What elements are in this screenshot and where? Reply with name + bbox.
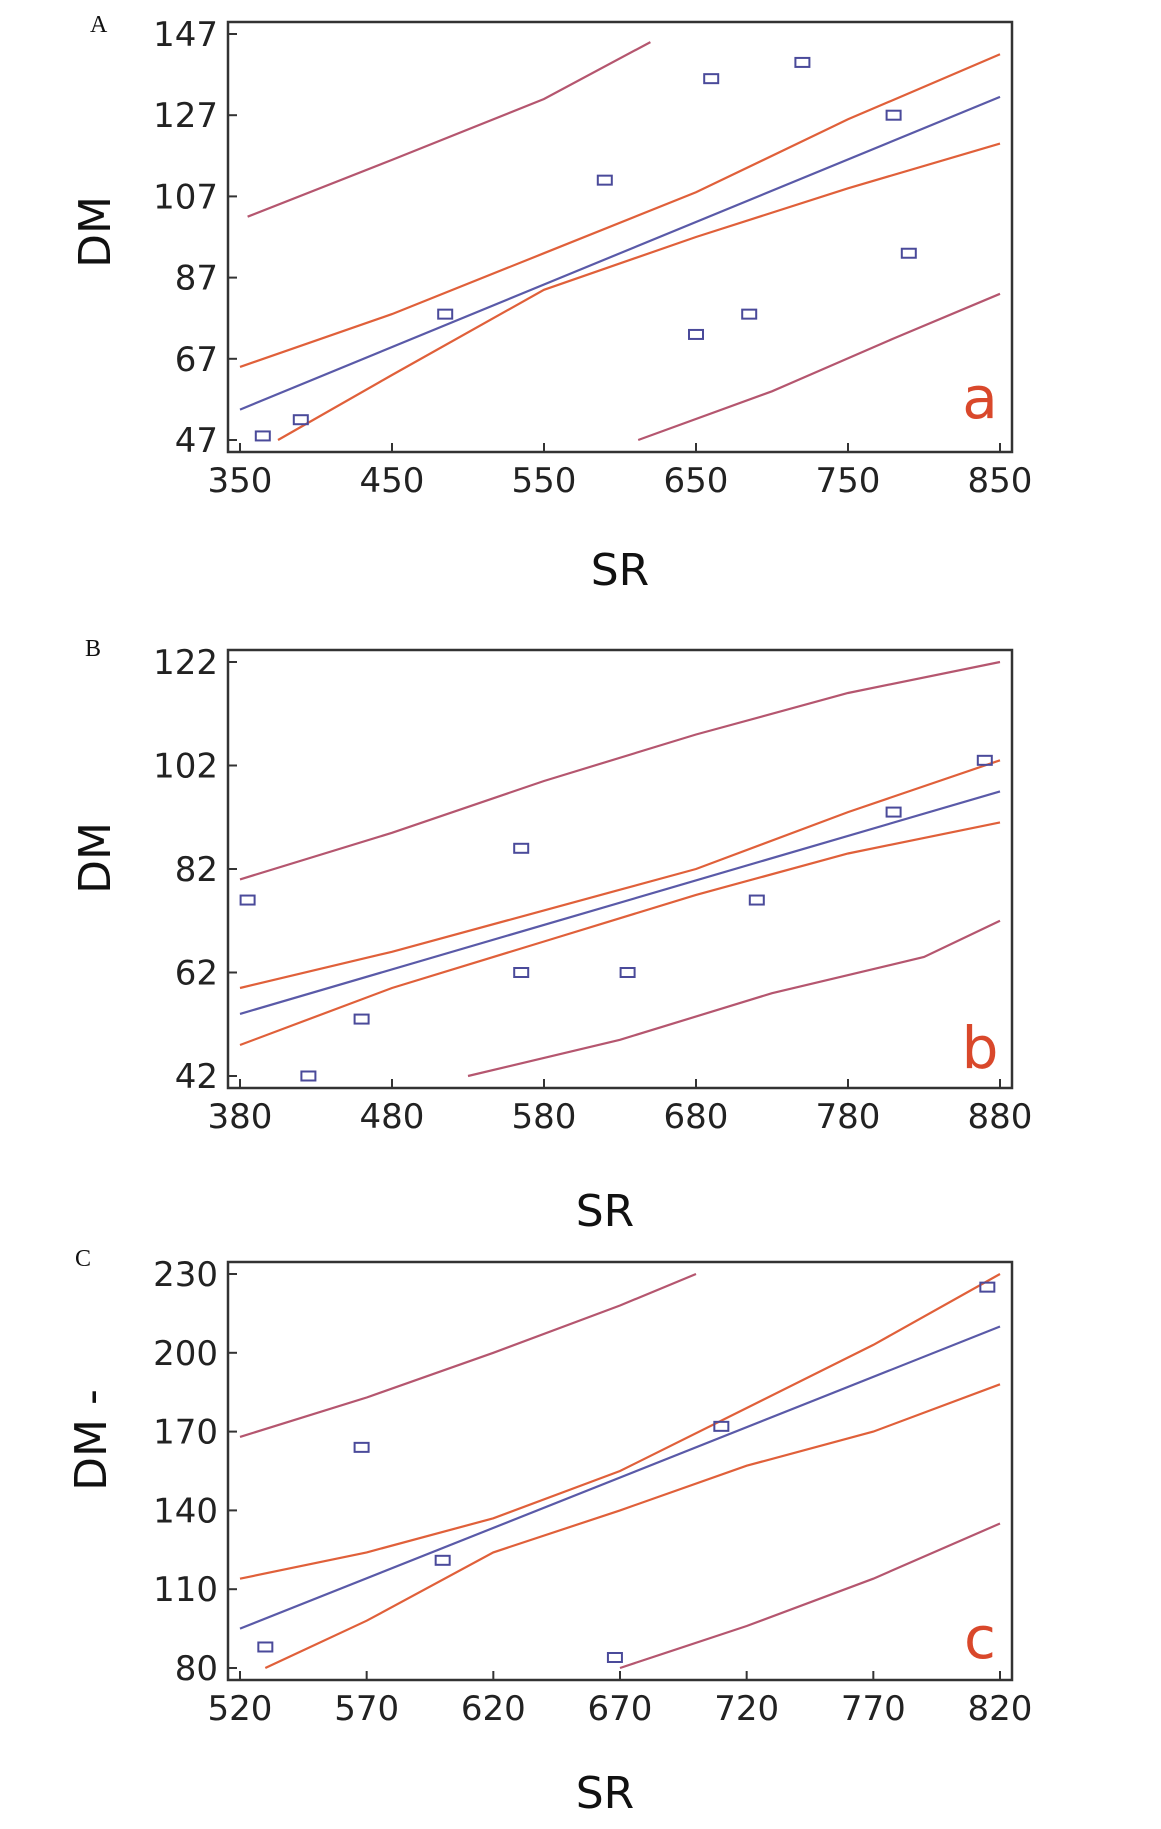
x-tick-label: 620 bbox=[461, 1689, 526, 1729]
y-axis-label-b: DM bbox=[70, 822, 121, 894]
data-point bbox=[979, 1281, 996, 1293]
data-point bbox=[596, 174, 613, 186]
data-point bbox=[254, 430, 271, 442]
panel-letter-b: B bbox=[85, 636, 101, 662]
plot-frame-a bbox=[226, 20, 1014, 454]
x-tick-label: 520 bbox=[208, 1689, 273, 1729]
x-tick-label: 770 bbox=[841, 1689, 906, 1729]
y-tick-label: 147 bbox=[153, 15, 218, 55]
corner-label-c: c bbox=[964, 1604, 996, 1672]
x-tick-label: 820 bbox=[968, 1689, 1033, 1729]
x-axis-label-a: SR bbox=[591, 545, 650, 596]
prediction-upper-line bbox=[247, 41, 651, 218]
x-tick-label: 450 bbox=[360, 461, 425, 501]
data-point bbox=[434, 1554, 451, 1566]
data-point bbox=[292, 414, 309, 426]
panel-letter-a: A bbox=[90, 12, 108, 38]
data-point bbox=[353, 1013, 370, 1025]
regression-fit-line bbox=[239, 790, 1001, 1015]
plot-frame-b bbox=[226, 648, 1014, 1090]
data-point bbox=[741, 308, 758, 320]
x-tick-label: 720 bbox=[714, 1689, 779, 1729]
y-tick-label: 47 bbox=[175, 421, 218, 461]
y-axis-label-c: DM - bbox=[66, 1389, 117, 1491]
data-point bbox=[885, 806, 902, 818]
panel-a: A a SR DM 350 450 550 650 750 850 47 67 87 107 127… bbox=[70, 12, 1032, 596]
prediction-upper-line bbox=[239, 1272, 697, 1438]
x-tick-label: 780 bbox=[816, 1097, 881, 1137]
confidence-upper-line bbox=[239, 53, 1001, 368]
regression-fit-line bbox=[239, 95, 1001, 411]
confidence-lower-line bbox=[239, 821, 1001, 1047]
prediction-lower-line bbox=[637, 292, 1001, 442]
confidence-upper-line bbox=[239, 759, 1001, 990]
y-tick-label: 140 bbox=[153, 1491, 218, 1531]
y-tick-label: 110 bbox=[153, 1570, 218, 1610]
x-tick-label: 880 bbox=[968, 1097, 1033, 1137]
data-point bbox=[885, 109, 902, 121]
data-point bbox=[794, 56, 811, 68]
y-tick-label: 80 bbox=[175, 1649, 218, 1689]
x-tick-label: 380 bbox=[208, 1097, 273, 1137]
data-point bbox=[606, 1651, 623, 1663]
data-point bbox=[713, 1420, 730, 1432]
panel-c: C c SR DM - 520 570 620 670 720 770 820 80 110 14… bbox=[66, 1246, 1032, 1819]
data-point bbox=[619, 967, 636, 978]
y-tick-label: 122 bbox=[153, 643, 218, 683]
y-tick-label: 62 bbox=[175, 954, 218, 994]
x-axis-label-b: SR bbox=[576, 1186, 635, 1237]
y-tick-label: 87 bbox=[175, 259, 218, 299]
data-point bbox=[513, 967, 530, 978]
x-tick-label: 670 bbox=[588, 1689, 653, 1729]
data-point bbox=[300, 1070, 317, 1082]
x-tick-label: 480 bbox=[360, 1097, 425, 1137]
y-tick-label: 127 bbox=[153, 96, 218, 136]
x-tick-label: 570 bbox=[334, 1689, 399, 1729]
prediction-lower-line bbox=[619, 1522, 1001, 1670]
x-tick-label: 580 bbox=[512, 1097, 577, 1137]
x-tick-label: 550 bbox=[512, 461, 577, 501]
corner-label-a: a bbox=[962, 364, 998, 432]
y-tick-label: 107 bbox=[153, 177, 218, 217]
corner-label-b: b bbox=[962, 1014, 999, 1082]
y-axis-label-a: DM bbox=[70, 196, 121, 268]
prediction-lower-line bbox=[467, 919, 1001, 1078]
data-point bbox=[437, 308, 454, 320]
confidence-lower-line bbox=[277, 142, 1001, 441]
confidence-upper-line bbox=[239, 1273, 1001, 1580]
y-tick-label: 170 bbox=[153, 1413, 218, 1453]
x-axis-label-c: SR bbox=[576, 1768, 635, 1819]
x-tick-label: 850 bbox=[968, 461, 1033, 501]
regression-fit-line bbox=[239, 1325, 1001, 1630]
x-tick-label: 680 bbox=[664, 1097, 729, 1137]
data-point bbox=[976, 754, 993, 766]
panel-letter-c: C bbox=[75, 1246, 91, 1272]
data-point bbox=[513, 842, 530, 854]
data-point bbox=[239, 894, 256, 906]
y-tick-label: 82 bbox=[175, 850, 218, 890]
data-point bbox=[748, 894, 765, 906]
panel-b: B b SR DM 380 480 580 680 780 880 42 62 82 102 122 bbox=[70, 636, 1032, 1237]
y-tick-label: 200 bbox=[153, 1334, 218, 1374]
data-point bbox=[900, 247, 917, 259]
y-tick-label: 42 bbox=[175, 1057, 218, 1097]
data-point bbox=[703, 73, 720, 85]
x-tick-label: 350 bbox=[208, 461, 273, 501]
data-point bbox=[688, 328, 704, 340]
x-tick-label: 650 bbox=[664, 461, 729, 501]
y-tick-label: 67 bbox=[175, 340, 218, 380]
prediction-upper-line bbox=[239, 660, 1001, 881]
y-tick-label: 230 bbox=[153, 1255, 218, 1295]
data-point bbox=[353, 1441, 370, 1453]
data-point bbox=[257, 1641, 274, 1653]
confidence-lower-line bbox=[264, 1383, 1001, 1669]
y-tick-label: 102 bbox=[153, 747, 218, 787]
x-tick-label: 750 bbox=[816, 461, 881, 501]
